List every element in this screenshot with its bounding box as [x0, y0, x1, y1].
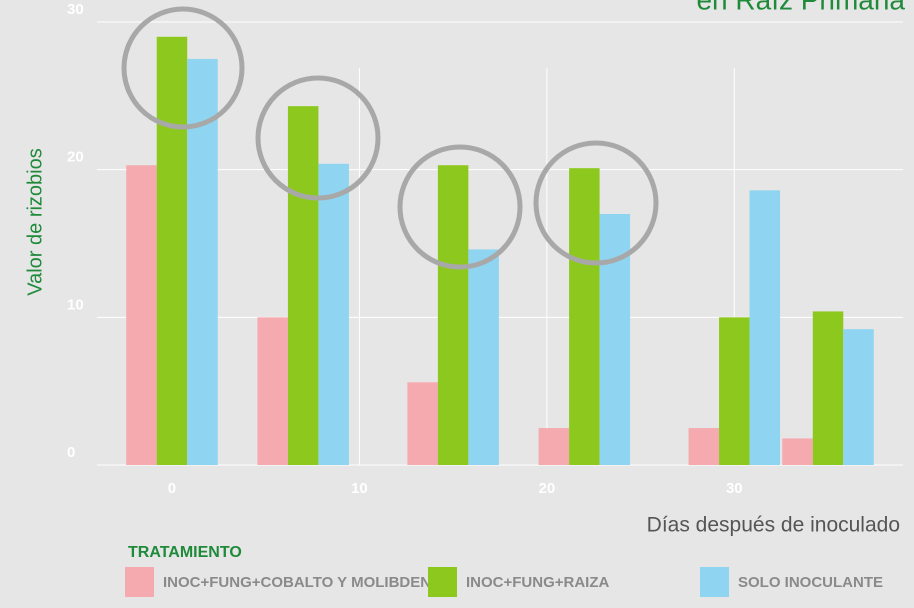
highlight-circle	[255, 75, 381, 201]
y-tick-label: 0	[67, 444, 75, 461]
bar	[287, 106, 319, 466]
highlight-circles	[121, 6, 659, 270]
highlight-circle	[121, 6, 245, 130]
bar	[688, 428, 720, 465]
x-tick-label: 30	[726, 480, 743, 497]
bar	[719, 317, 750, 465]
bar	[257, 317, 288, 465]
bar	[468, 249, 499, 465]
bar	[749, 190, 781, 465]
legend: INOC+FUNG+COBALTO Y MOLIBDENO INOC+FUNG+R…	[125, 567, 883, 597]
y-tick-label: 10	[67, 296, 84, 313]
bar	[318, 163, 349, 465]
bar	[156, 36, 188, 466]
x-tick-label: 10	[351, 480, 368, 497]
bar	[599, 213, 631, 465]
x-tick-label: 0	[168, 480, 176, 497]
legend-label: INOC+FUNG+COBALTO Y MOLIBDENO	[163, 574, 443, 591]
y-tick-label: 30	[67, 1, 84, 18]
bar	[538, 428, 570, 465]
highlight-circle	[533, 140, 659, 266]
bar	[407, 382, 438, 465]
y-axis-label: Valor de rizobios	[24, 148, 46, 295]
legend-swatch	[700, 567, 729, 597]
highlight-circle	[397, 144, 523, 270]
legend-title: TRATAMIENTO	[128, 544, 242, 561]
y-tick-label: 20	[67, 149, 84, 166]
bar	[812, 311, 844, 465]
legend-label: SOLO INOCULANTE	[738, 574, 883, 591]
chart-title: en Raíz Primaria	[696, 0, 905, 15]
x-tick-label: 20	[539, 480, 556, 497]
bars	[126, 36, 874, 466]
legend-swatch	[428, 567, 457, 597]
bar	[437, 165, 469, 465]
x-axis-label: Días después de inoculado	[647, 514, 900, 537]
legend-label: INOC+FUNG+RAIZA	[466, 574, 610, 591]
bar	[126, 165, 157, 465]
bar	[843, 329, 874, 465]
legend-swatch	[125, 567, 154, 597]
bar	[569, 168, 600, 465]
bar	[782, 438, 813, 465]
